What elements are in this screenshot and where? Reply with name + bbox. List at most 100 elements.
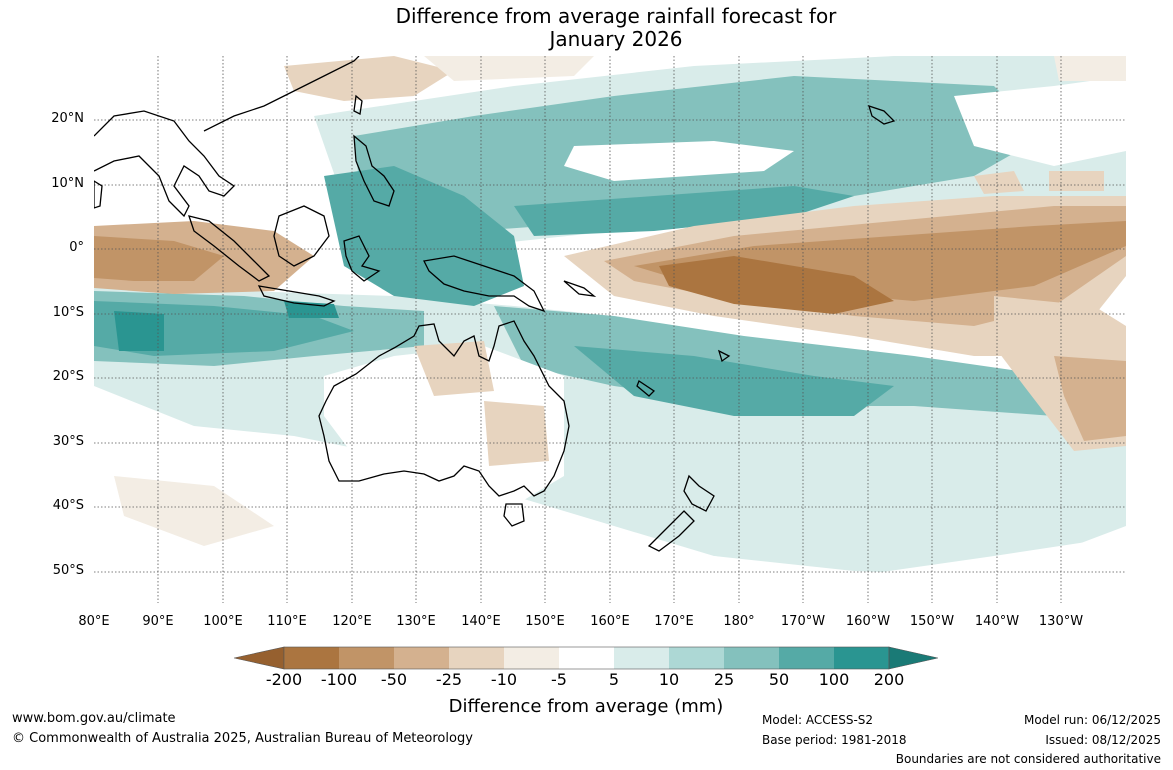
colorbar-swatch-10-25: [669, 647, 724, 669]
colorbar-tick--25: -25: [435, 670, 463, 689]
boundary-disclaimer: Boundaries are not considered authoritat…: [895, 752, 1161, 766]
dry-northeast-asia: [424, 56, 594, 81]
neutral-north-pacific: [564, 141, 794, 181]
colorbar-tick--10: -10: [490, 670, 518, 689]
lon-label-100e: 100°E: [203, 614, 243, 629]
colorbar-tick--100: -100: [320, 670, 358, 689]
lon-label-160w: 160°W: [845, 614, 891, 629]
dry-ne-small: [1049, 171, 1104, 191]
colorbar-frame: [283, 646, 890, 670]
lat-label-50s: 50°S: [52, 563, 84, 578]
graticule: [94, 56, 1126, 603]
neutral-australia: [324, 346, 564, 506]
colorbar-swatch-25-50: [724, 647, 779, 669]
taiwan-coastline: [353, 94, 363, 115]
colorbar-swatch-above-200: [888, 646, 939, 670]
dry-core-indian-eq: [94, 236, 224, 281]
fiji-coastline: [717, 349, 731, 363]
colorbar-tick-25: 25: [713, 670, 735, 689]
philippines-coastline: [353, 134, 395, 207]
map-canvas: [94, 56, 1126, 603]
colorbar-swatch-5-10: [614, 647, 669, 669]
colorbar-tick-5: 5: [608, 670, 620, 689]
colorbar-tick-50: 50: [768, 670, 790, 689]
model-run-date: Model run: 06/12/2025: [1023, 713, 1161, 727]
map-title-line1: Difference from average rainfall forecas…: [395, 4, 837, 28]
lon-label-170w: 170°W: [780, 614, 826, 629]
lat-label-10s: 10°S: [52, 305, 84, 320]
lon-label-150e: 150°E: [525, 614, 565, 629]
model-name: Model: ACCESS-S2: [762, 713, 874, 727]
lat-label-0: 0°: [69, 240, 84, 255]
copyright-text: © Commonwealth of Australia 2025, Austra…: [12, 731, 473, 746]
lon-label-130e: 130°E: [396, 614, 436, 629]
australia-coastline: [318, 320, 570, 497]
wet-core-north: [514, 186, 854, 236]
colorbar-swatch-50-100: [779, 647, 834, 669]
dry-max-pacific: [659, 256, 894, 314]
colorbar-swatch-100-50: [339, 647, 394, 669]
dry-north-india: [284, 56, 454, 101]
colorbar-swatches: [233, 646, 939, 670]
new-zealand-north-coastline: [683, 474, 715, 512]
lon-label-170e: 170°E: [654, 614, 694, 629]
dry-nw-pacific-small: [974, 171, 1024, 194]
colorbar-tick-200: 200: [873, 670, 905, 689]
colorbar-tick--200: -200: [265, 670, 303, 689]
lon-label-110e: 110°E: [267, 614, 307, 629]
sumatra-coastline: [188, 215, 271, 282]
base-period: Base period: 1981-2018: [762, 733, 907, 747]
lon-label-130w: 130°W: [1038, 614, 1084, 629]
colorbar-swatch-25-10: [449, 647, 504, 669]
lat-label-20n: 20°N: [51, 111, 84, 126]
solomons-coastline: [563, 280, 597, 297]
mainland-se-asia-coastline: [94, 110, 236, 218]
lon-label-160e: 160°E: [590, 614, 630, 629]
colorbar-tick--50: -50: [380, 670, 408, 689]
lon-label-90e: 90°E: [142, 614, 174, 629]
lon-label-150w: 150°W: [909, 614, 955, 629]
wet-core-spcz: [574, 346, 894, 416]
lon-label-180: 180°: [723, 614, 755, 629]
colorbar-swatch-50-25: [394, 647, 449, 669]
dry-far-ne: [1054, 56, 1126, 81]
lat-label-10n: 10°N: [51, 176, 84, 191]
lat-label-20s: 20°S: [52, 369, 84, 384]
colorbar-swatch-neutral: [559, 647, 614, 669]
new-zealand-south-coastline: [647, 510, 695, 552]
sri-lanka-coastline: [94, 180, 103, 209]
wet-max-1: [114, 311, 164, 351]
rainfall-anomaly-map: [94, 56, 1126, 603]
colorbar-tick-100: 100: [818, 670, 850, 689]
colorbar: [233, 646, 939, 670]
neutral-west-indian: [94, 156, 234, 231]
borneo-coastline: [273, 205, 330, 267]
lon-label-120e: 120°E: [332, 614, 372, 629]
new-caledonia-coastline: [636, 380, 656, 397]
coastlines: [94, 56, 896, 552]
lon-label-80e: 80°E: [78, 614, 110, 629]
neutral-south-east: [714, 536, 1126, 603]
lon-label-140e: 140°E: [461, 614, 501, 629]
dry-southern-indian: [114, 476, 274, 546]
new-guinea-coastline: [423, 255, 546, 313]
sulawesi-coastline: [343, 235, 381, 282]
dry-ne-pacific-core: [1054, 356, 1126, 441]
anomaly-fields: [94, 56, 1126, 603]
colorbar-swatch-10-5: [504, 647, 559, 669]
lat-label-40s: 40°S: [52, 498, 84, 513]
dry-australia-interior: [484, 401, 549, 466]
lon-label-140w: 140°W: [974, 614, 1020, 629]
colorbar-tick--5: -5: [551, 670, 567, 689]
colorbar-swatch-below-200: [233, 646, 285, 670]
colorbar-label: Difference from average (mm): [448, 696, 724, 717]
lat-label-30s: 30°S: [52, 434, 84, 449]
tasmania-coastline: [503, 503, 525, 527]
colorbar-swatch-200-100: [284, 647, 339, 669]
website-link[interactable]: www.bom.gov.au/climate: [12, 711, 176, 726]
map-title-line2: January 2026: [549, 27, 683, 51]
china-coast: [203, 56, 360, 132]
issued-date: Issued: 08/12/2025: [1045, 733, 1161, 747]
colorbar-tick-10: 10: [658, 670, 680, 689]
java-coastline: [257, 285, 336, 307]
